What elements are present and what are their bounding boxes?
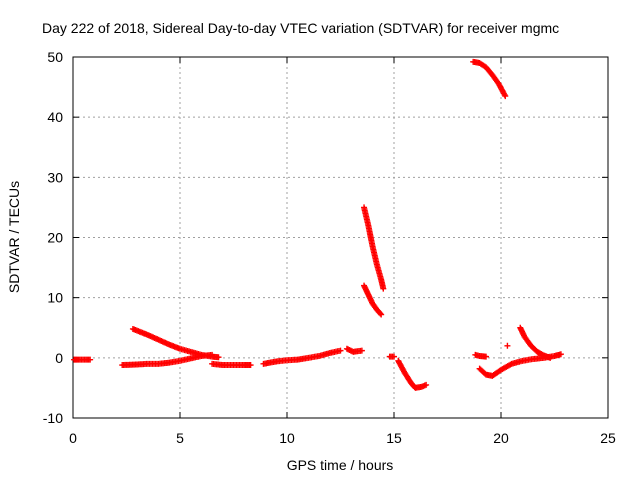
- series-track-15: [517, 324, 554, 361]
- axis-ticks: 0 5 10 15 20 25 -10 0 10 20 30 40 50: [43, 49, 616, 446]
- series-track-1: [71, 356, 94, 363]
- series-track-5: [260, 347, 344, 367]
- y-axis-label: SDTVAR / TECUs: [6, 181, 22, 293]
- x-tick-label: 10: [279, 430, 295, 446]
- data-point: [557, 351, 564, 358]
- series-track-8: [361, 282, 385, 318]
- y-tick-label: 50: [47, 49, 63, 65]
- y-tick-label: -10: [43, 410, 63, 426]
- data-point: [358, 347, 365, 354]
- data-point: [502, 93, 509, 100]
- data-point: [215, 354, 222, 361]
- chart-title: Day 222 of 2018, Sidereal Day-to-day VTE…: [42, 20, 559, 36]
- data-point: [483, 353, 490, 360]
- grid-lines: [73, 57, 608, 418]
- data-point: [423, 381, 430, 388]
- y-tick-label: 10: [47, 290, 63, 306]
- x-tick-label: 25: [600, 430, 616, 446]
- y-tick-label: 0: [55, 350, 63, 366]
- data-point: [380, 285, 387, 292]
- x-tick-label: 20: [493, 430, 509, 446]
- y-tick-label: 30: [47, 169, 63, 185]
- data-point: [247, 362, 254, 369]
- series-track-6: [343, 345, 365, 355]
- data-point: [391, 353, 397, 360]
- series-track-7: [361, 204, 387, 292]
- series-track-11: [470, 58, 509, 100]
- series-track-4: [209, 360, 254, 369]
- y-tick-label: 40: [47, 109, 63, 125]
- x-tick-label: 0: [69, 430, 77, 446]
- y-tick-label: 20: [47, 230, 63, 246]
- data-point: [504, 342, 511, 349]
- series-track-14: [504, 342, 511, 349]
- data-markers: [71, 58, 564, 391]
- series-track-10: [395, 357, 430, 391]
- data-point: [87, 356, 94, 363]
- x-tick-label: 15: [386, 430, 402, 446]
- x-axis-label: GPS time / hours: [287, 457, 394, 473]
- series-track-12: [472, 351, 490, 360]
- series-track-3: [129, 325, 222, 361]
- data-point: [337, 347, 344, 354]
- data-point: [378, 311, 385, 318]
- data-point: [547, 354, 554, 361]
- data-point: [377, 310, 384, 317]
- series-track-9: [386, 353, 397, 360]
- x-tick-label: 5: [176, 430, 184, 446]
